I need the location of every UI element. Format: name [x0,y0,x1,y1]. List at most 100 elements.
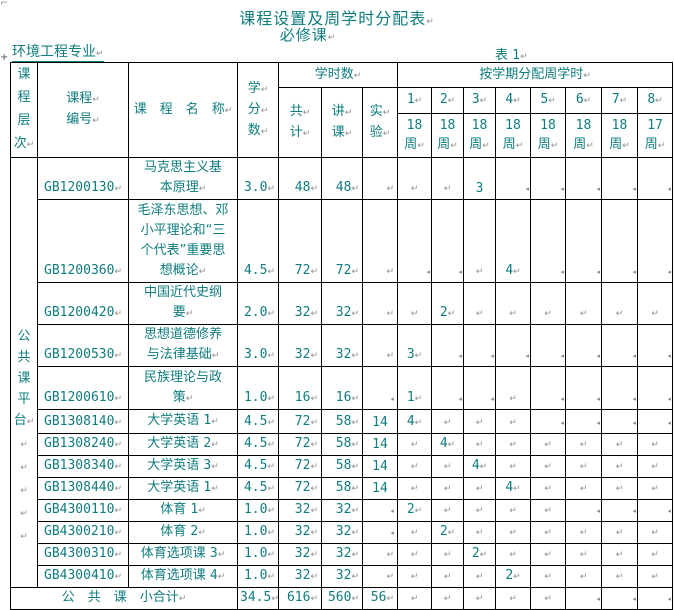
lecture-hours-cell[interactable]: 16↵ [321,366,363,410]
semester-hours-cell[interactable]: ◂ [530,409,566,434]
semester-hours-cell[interactable]: ◂ [530,366,566,410]
semester-hours-cell[interactable]: ↵ [463,587,496,610]
header-lecture-hours[interactable]: 讲↵ 课↵ [321,87,363,158]
semester-hours-cell[interactable]: ↵ [636,565,674,588]
semester-hours-cell[interactable]: ↵ [636,433,674,456]
semester-hours-cell[interactable]: 1↵ [397,366,432,410]
semester-hours-cell[interactable]: ↵ [530,587,566,610]
semester-hours-cell[interactable]: ↵ [530,499,566,522]
total-hours-cell[interactable]: 32↵ [278,565,322,588]
semester-hours-cell[interactable]: ↵ [495,521,531,544]
semester-hours-cell[interactable]: ↵ [601,455,638,478]
semester-hours-cell[interactable]: ↵ [601,477,638,500]
experiment-hours-cell[interactable]: ↵ [362,199,398,283]
experiment-hours-cell[interactable]: ↵ [362,282,398,325]
semester-hours-cell[interactable]: ↵ [463,282,496,325]
course-name-cell[interactable]: 体育选项课 3↵ [128,543,238,566]
semester-hours-cell[interactable]: ↵ [463,199,496,283]
semester-hours-cell[interactable]: ↵ [530,543,566,566]
total-hours-cell[interactable]: 72↵ [278,409,322,434]
total-hours-cell[interactable]: 32↵ [278,499,322,522]
lecture-hours-cell[interactable]: 32↵ [321,324,363,367]
semester-hours-cell[interactable]: ↵ [636,477,674,500]
header-course-code[interactable]: 课程↵ 编号↵ [37,62,129,158]
header-semester-1[interactable]: 1↵ [397,87,432,114]
total-hours-cell[interactable]: 72↵ [278,433,322,456]
lecture-hours-cell[interactable]: 58↵ [321,455,363,478]
header-weeks-8[interactable]: 17 周↵ [636,113,674,158]
header-hours-group[interactable]: 学时数↵ [278,62,398,88]
experiment-hours-cell[interactable]: 14 [362,477,398,500]
course-code-cell[interactable]: GB1200610↵ [37,366,129,410]
semester-hours-cell[interactable]: ↵ [495,543,531,566]
platform-level-cell[interactable]: 公共课平台↵ ↵ ↵ ↵ ↵ ↵ [10,157,38,588]
semester-hours-cell[interactable]: ↵ [636,521,674,544]
course-code-cell[interactable]: GB1200360↵ [37,199,129,283]
header-semester-5[interactable]: 5↵ [530,87,566,114]
experiment-hours-cell[interactable]: ◂ [362,366,398,410]
semester-hours-cell[interactable]: ◂ [636,157,674,200]
semester-hours-cell[interactable]: ↵ [636,543,674,566]
semester-hours-cell[interactable]: ↵ [397,477,432,500]
course-code-cell[interactable]: GB1200530↵ [37,324,129,367]
semester-hours-cell[interactable]: 4↵ [431,433,464,456]
course-name-cell[interactable]: 大学英语 1↵ [128,477,238,500]
course-code-cell[interactable]: GB1308340↵ [37,455,129,478]
semester-hours-cell[interactable]: ◂ [463,324,496,367]
semester-hours-cell[interactable]: ↵ [601,521,638,544]
semester-hours-cell[interactable]: ↵ [601,543,638,566]
semester-hours-cell[interactable]: ↵ [463,565,496,588]
semester-hours-cell[interactable]: ↵ [495,282,531,325]
course-name-cell[interactable]: 中国近代史纲 要↵ [128,282,238,325]
lecture-hours-cell[interactable]: 58↵ [321,433,363,456]
course-name-cell[interactable]: 大学英语 1↵ [128,409,238,434]
credits-cell[interactable]: 3.0↵ [237,324,279,367]
semester-hours-cell[interactable]: ↵ [397,433,432,456]
header-semester-4[interactable]: 4↵ [495,87,531,114]
header-semester-group[interactable]: 按学期分配周学时↵ [396,62,674,88]
lecture-hours-cell[interactable]: 48↵ [321,157,363,200]
course-code-cell[interactable]: GB1308440↵ [37,477,129,500]
credits-cell[interactable]: 1.0↵ [237,521,279,544]
header-weeks-5[interactable]: 18 周↵ [530,113,566,158]
semester-hours-cell[interactable]: ↵ [601,282,638,325]
semester-hours-cell[interactable]: ↵ [495,587,531,610]
experiment-hours-cell[interactable]: ◂ [362,521,398,544]
credits-cell[interactable]: 3.0↵ [237,157,279,200]
experiment-hours-cell[interactable]: ◂ [362,499,398,522]
course-code-cell[interactable]: GB4300310↵ [37,543,129,566]
course-code-cell[interactable]: GB4300210↵ [37,521,129,544]
semester-hours-cell[interactable]: ◂ [463,366,496,410]
semester-hours-cell[interactable]: ↵ [495,455,531,478]
semester-hours-cell[interactable]: ◂ [601,587,638,610]
semester-hours-cell[interactable]: ↵ [431,499,464,522]
semester-hours-cell[interactable]: ↵ [431,455,464,478]
semester-hours-cell[interactable]: ↵ [636,455,674,478]
course-name-cell[interactable]: 大学英语 3↵ [128,455,238,478]
lecture-hours-cell[interactable]: 32↵ [321,565,363,588]
semester-hours-cell[interactable]: ◂ [565,324,602,367]
semester-hours-cell[interactable]: ◂ [530,324,566,367]
course-name-cell[interactable]: 民族理论与政 策↵ [128,366,238,410]
semester-hours-cell[interactable]: ◂ [565,199,602,283]
header-weeks-3[interactable]: 18 周↵ [463,113,496,158]
semester-hours-cell[interactable]: ↵ [530,477,566,500]
lecture-hours-cell[interactable]: 58↵ [321,409,363,434]
header-weeks-4[interactable]: 18 周↵ [495,113,531,158]
semester-hours-cell[interactable]: ◂ [601,324,638,367]
semester-hours-cell[interactable]: ↵ [565,282,602,325]
semester-hours-cell[interactable]: 2↵ [463,543,496,566]
semester-hours-cell[interactable]: ↵ [565,455,602,478]
semester-hours-cell[interactable]: ↵ [565,543,602,566]
semester-hours-cell[interactable]: ↵ [463,521,496,544]
course-name-cell[interactable]: 马克思主义基 本原理↵ [128,157,238,200]
semester-hours-cell[interactable]: ↵ [431,477,464,500]
page-title[interactable]: 课程设置及周学时分配表↵ [239,9,435,28]
course-name-cell[interactable]: 毛泽东思想、邓 小平理论和“三 个代表”重要思 想概论↵ [128,199,238,283]
semester-hours-cell[interactable]: ↵ [530,433,566,456]
course-name-cell[interactable]: 思想道德修养 与法律基础↵ [128,324,238,367]
semester-hours-cell[interactable]: ◂ [530,199,566,283]
subtotal-lecture-cell[interactable]: 560↵ [321,587,363,610]
semester-hours-cell[interactable]: 2↵ [495,565,531,588]
credits-cell[interactable]: 1.0↵ [237,499,279,522]
